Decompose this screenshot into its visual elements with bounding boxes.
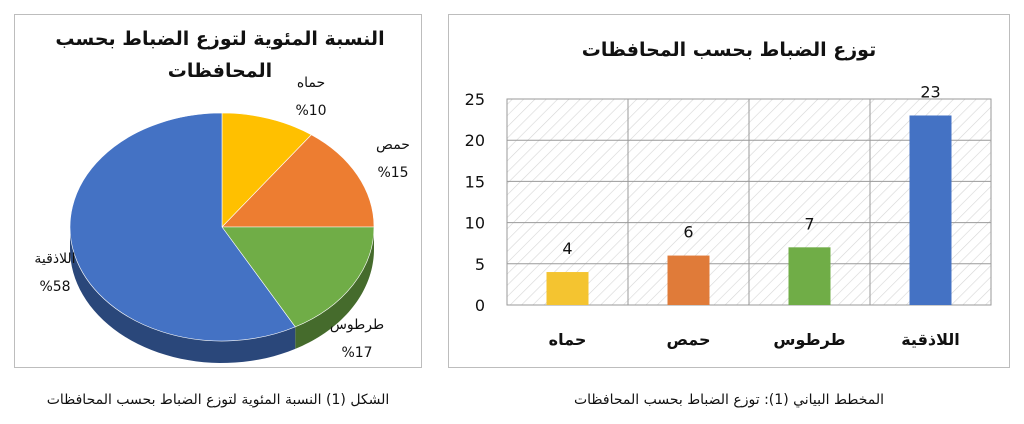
pie-slice (69, 112, 296, 342)
bar (546, 272, 589, 305)
plot-border (506, 98, 992, 306)
pie-slice-name-label: حمص (376, 137, 410, 153)
pie-slice-percent-label: %17 (341, 345, 372, 361)
bar-value-label: 4 (562, 239, 572, 258)
bar-value-label: 23 (920, 82, 940, 101)
pie-slice-percent-label: %58 (39, 279, 70, 295)
bar-chart-caption: المخطط البياني (1): توزع الضباط بحسب الم… (573, 392, 885, 408)
x-category-label: طرطوس (773, 330, 845, 349)
y-tick-label: 0 (475, 296, 485, 315)
bar-chart-title: توزع الضباط بحسب المحافظات (581, 39, 877, 61)
x-category-label: اللاذقية (901, 330, 960, 349)
bar (788, 247, 831, 305)
y-tick-label: 25 (465, 90, 485, 109)
pie-slice (221, 112, 312, 228)
pie-slice-side (295, 227, 374, 349)
pie-chart-caption: الشكل (1) النسبة المئوية لتوزع الضباط بح… (46, 392, 390, 408)
pie-slice-name-label: طرطوس (330, 317, 384, 333)
bar-value-label: 7 (804, 214, 814, 233)
bar (909, 115, 952, 305)
pie-slice-name-label: اللاذقية (34, 251, 75, 267)
x-category-label: حمص (666, 330, 710, 349)
pie-slice-percent-label: %15 (377, 165, 408, 181)
pie-slice-side (70, 227, 296, 363)
pie-slice-name-label: حماه (297, 75, 325, 91)
y-tick-label: 15 (465, 172, 485, 191)
y-tick-label: 5 (475, 255, 485, 274)
pie-chart-svg: حماه %10 حمص %15 طرطوس %17 اللاذقية %58 (34, 75, 410, 363)
y-tick-label: 20 (465, 131, 485, 150)
pie-chart-panel: النسبة المئوية لتوزع الضباط بحسب المحافظ… (14, 14, 422, 368)
pie-slice-percent-label: %10 (295, 103, 326, 119)
pie-slice (221, 134, 375, 228)
y-tick-label: 10 (465, 214, 485, 233)
bar-value-label: 6 (683, 223, 693, 242)
pie-slice (221, 226, 375, 328)
bar-chart-panel: توزع الضباط بحسب المحافظات 0 5 10 15 20 25 4 حم… (448, 14, 1010, 368)
x-category-label: حماه (549, 330, 587, 349)
bar (667, 255, 710, 305)
pie-chart-title: النسبة المئوية لتوزع الضباط بحسب المحافظ… (55, 28, 385, 82)
bar-chart-svg: 0 5 10 15 20 25 4 حماه 6 حمص 7 طرطوس 23 اللاذقية (465, 82, 992, 349)
